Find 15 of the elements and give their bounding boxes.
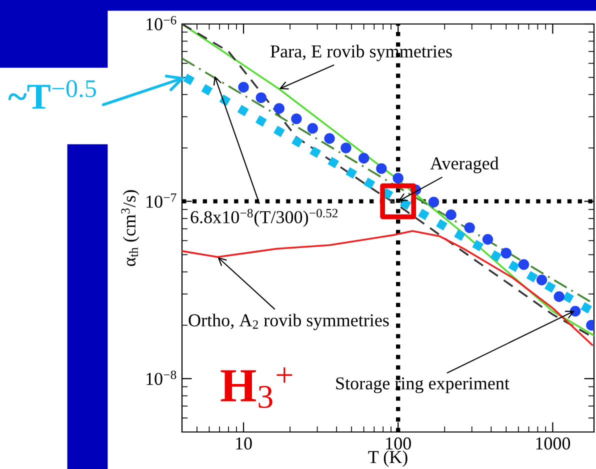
annotation: H$_{3}$$^{+}$: [220, 367, 292, 408]
annotation: ~T$^{−0.5}$: [8, 80, 96, 109]
y-tick-label: 10$^{−6}$: [146, 16, 176, 30]
y-tick-label: 10$^{−7}$: [146, 193, 176, 208]
annotation: Para, E rovib symmetries: [270, 44, 452, 62]
annotation: Averaged: [430, 156, 499, 174]
x-axis-title: T (K): [368, 450, 408, 467]
x-tick-label: 1000: [536, 437, 570, 450]
x-tick-label: 100: [386, 437, 411, 450]
annotation: Storage ring experiment: [336, 377, 510, 394]
y-axis-title: α$_{th}$ (cm$^{3}$/s): [121, 190, 140, 266]
y-tick-label: 10$^{−8}$: [146, 370, 176, 386]
x-tick-label: 10: [236, 437, 252, 450]
annotation: Ortho, A$_{2}$ rovib symmetries: [188, 314, 389, 330]
annotation: 6.8x10$^{−8}$(T/300)$^{−0.52}$: [190, 208, 338, 227]
